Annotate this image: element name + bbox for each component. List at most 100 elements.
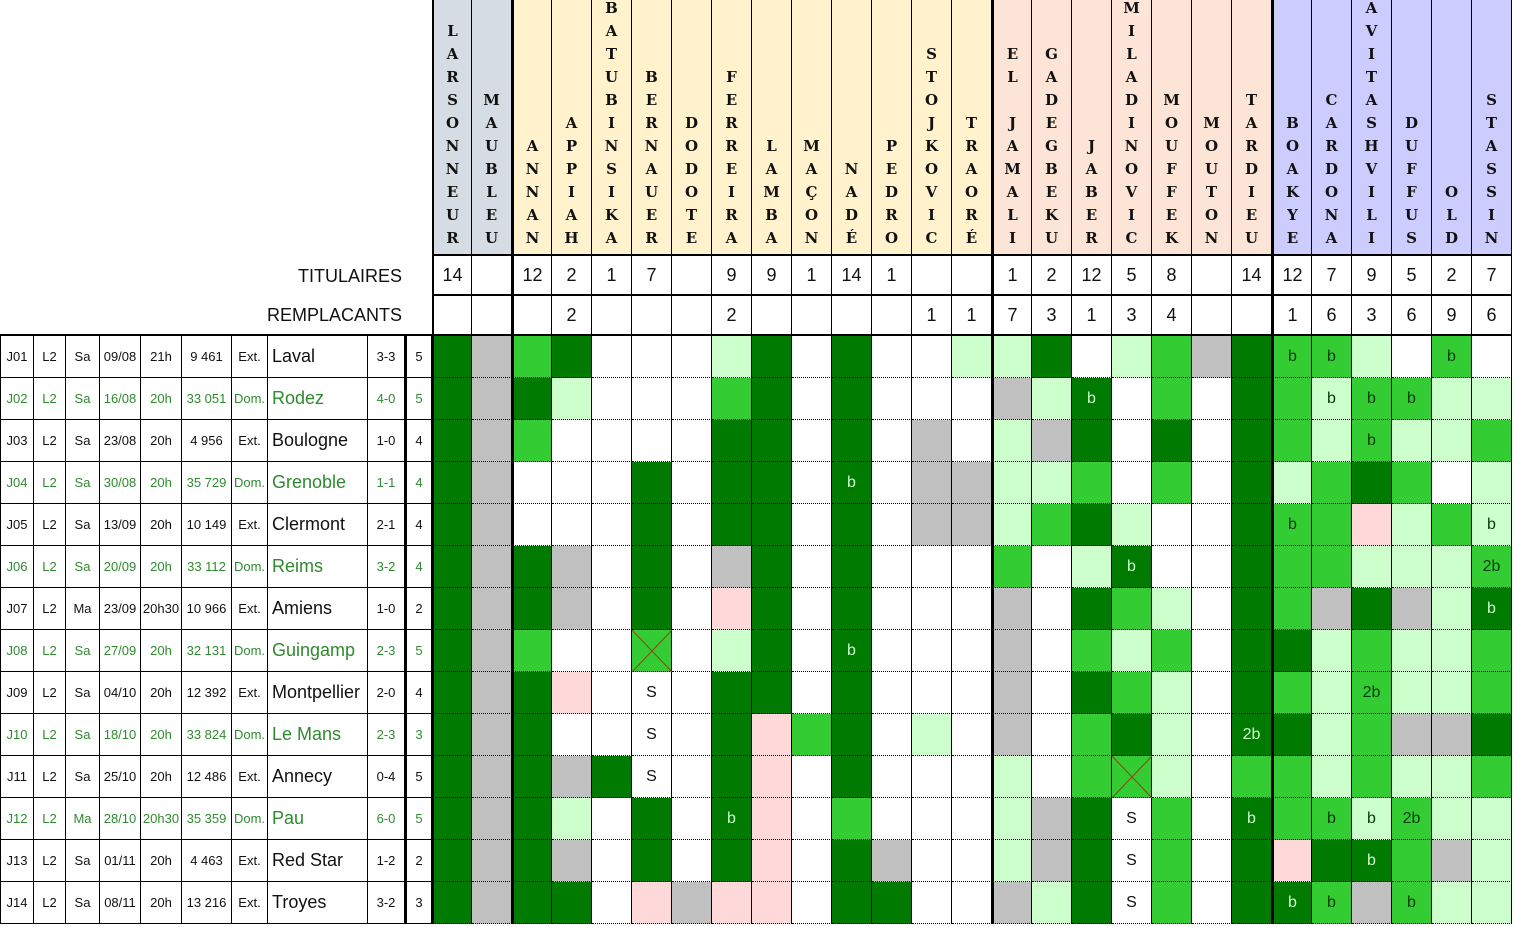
appearance-cell[interactable] <box>952 462 992 504</box>
appearance-cell[interactable] <box>832 672 872 714</box>
appearance-cell[interactable] <box>472 882 512 924</box>
appearance-cell[interactable] <box>872 630 912 672</box>
appearance-cell[interactable] <box>512 588 552 630</box>
appearance-cell[interactable] <box>472 756 512 798</box>
appearance-cell[interactable] <box>1192 756 1232 798</box>
appearance-cell[interactable] <box>792 504 832 546</box>
appearance-cell[interactable] <box>712 882 752 924</box>
appearance-cell[interactable]: b <box>1272 504 1312 546</box>
appearance-cell[interactable] <box>512 504 552 546</box>
appearance-cell[interactable] <box>592 546 632 588</box>
appearance-cell[interactable] <box>1432 756 1472 798</box>
appearance-cell[interactable] <box>1232 336 1272 378</box>
appearance-cell[interactable] <box>1272 714 1312 756</box>
appearance-cell[interactable]: b <box>1472 588 1512 630</box>
appearance-cell[interactable] <box>632 462 672 504</box>
appearance-cell[interactable] <box>1032 756 1072 798</box>
appearance-cell[interactable] <box>512 546 552 588</box>
player-header[interactable]: EL JAMALI <box>992 0 1032 256</box>
appearance-cell[interactable] <box>952 630 992 672</box>
appearance-cell[interactable] <box>472 798 512 840</box>
appearance-cell[interactable] <box>912 672 952 714</box>
appearance-cell[interactable] <box>1192 462 1232 504</box>
appearance-cell[interactable] <box>592 882 632 924</box>
appearance-cell[interactable] <box>1472 378 1512 420</box>
appearance-cell[interactable] <box>632 336 672 378</box>
appearance-cell[interactable] <box>472 588 512 630</box>
appearance-cell[interactable] <box>1072 630 1112 672</box>
appearance-cell[interactable]: b <box>1392 378 1432 420</box>
appearance-cell[interactable] <box>1312 840 1352 882</box>
appearance-cell[interactable] <box>472 336 512 378</box>
appearance-cell[interactable] <box>832 546 872 588</box>
appearance-cell[interactable] <box>1072 504 1112 546</box>
appearance-cell[interactable] <box>1272 798 1312 840</box>
appearance-cell[interactable] <box>1312 630 1352 672</box>
appearance-cell[interactable] <box>1432 462 1472 504</box>
appearance-cell[interactable] <box>712 630 752 672</box>
appearance-cell[interactable] <box>592 462 632 504</box>
appearance-cell[interactable]: S <box>1112 882 1152 924</box>
appearance-cell[interactable] <box>552 504 592 546</box>
appearance-cell[interactable] <box>1192 882 1232 924</box>
appearance-cell[interactable] <box>1272 420 1312 462</box>
appearance-cell[interactable] <box>1312 714 1352 756</box>
appearance-cell[interactable] <box>1192 336 1232 378</box>
appearance-cell[interactable] <box>1352 546 1392 588</box>
appearance-cell[interactable]: 2b <box>1232 714 1272 756</box>
appearance-cell[interactable] <box>1272 672 1312 714</box>
appearance-cell[interactable] <box>552 378 592 420</box>
appearance-cell[interactable] <box>712 504 752 546</box>
appearance-cell[interactable] <box>872 378 912 420</box>
appearance-cell[interactable] <box>1232 504 1272 546</box>
appearance-cell[interactable] <box>1352 504 1392 546</box>
player-header[interactable]: DAVITASHVILI <box>1352 0 1392 256</box>
appearance-cell[interactable] <box>1192 378 1232 420</box>
appearance-cell[interactable]: b <box>1312 798 1352 840</box>
appearance-cell[interactable] <box>1152 798 1192 840</box>
appearance-cell[interactable] <box>1152 336 1192 378</box>
appearance-cell[interactable] <box>1392 462 1432 504</box>
appearance-cell[interactable] <box>672 672 712 714</box>
appearance-cell[interactable] <box>432 546 472 588</box>
appearance-cell[interactable] <box>1352 882 1392 924</box>
appearance-cell[interactable] <box>432 798 472 840</box>
appearance-cell[interactable] <box>472 462 512 504</box>
appearance-cell[interactable] <box>672 714 712 756</box>
appearance-cell[interactable]: b <box>1312 336 1352 378</box>
appearance-cell[interactable] <box>712 756 752 798</box>
appearance-cell[interactable] <box>1032 504 1072 546</box>
appearance-cell[interactable] <box>1392 840 1432 882</box>
appearance-cell[interactable] <box>552 798 592 840</box>
appearance-cell[interactable] <box>792 546 832 588</box>
appearance-cell[interactable] <box>1432 798 1472 840</box>
appearance-cell[interactable] <box>632 588 672 630</box>
appearance-cell[interactable] <box>872 840 912 882</box>
appearance-cell[interactable] <box>832 588 872 630</box>
appearance-cell[interactable] <box>1472 840 1512 882</box>
appearance-cell[interactable] <box>1032 462 1072 504</box>
appearance-cell[interactable] <box>1152 630 1192 672</box>
appearance-cell[interactable] <box>672 336 712 378</box>
appearance-cell[interactable] <box>1472 630 1512 672</box>
appearance-cell[interactable] <box>1072 882 1112 924</box>
appearance-cell[interactable] <box>1112 672 1152 714</box>
appearance-cell[interactable] <box>792 798 832 840</box>
appearance-cell[interactable]: S <box>632 672 672 714</box>
appearance-cell[interactable] <box>752 798 792 840</box>
player-header[interactable]: JABER <box>1072 0 1112 256</box>
appearance-cell[interactable] <box>792 462 832 504</box>
appearance-cell[interactable] <box>1112 714 1152 756</box>
appearance-cell[interactable]: b <box>1352 420 1392 462</box>
appearance-cell[interactable] <box>832 714 872 756</box>
appearance-cell[interactable] <box>912 588 952 630</box>
appearance-cell[interactable]: S <box>1112 840 1152 882</box>
appearance-cell[interactable] <box>1112 504 1152 546</box>
appearance-cell[interactable]: b <box>1072 378 1112 420</box>
appearance-cell[interactable] <box>632 882 672 924</box>
appearance-cell[interactable] <box>592 504 632 546</box>
appearance-cell[interactable] <box>1072 546 1112 588</box>
appearance-cell[interactable] <box>1112 462 1152 504</box>
appearance-cell[interactable]: b <box>832 630 872 672</box>
appearance-cell[interactable] <box>912 336 952 378</box>
